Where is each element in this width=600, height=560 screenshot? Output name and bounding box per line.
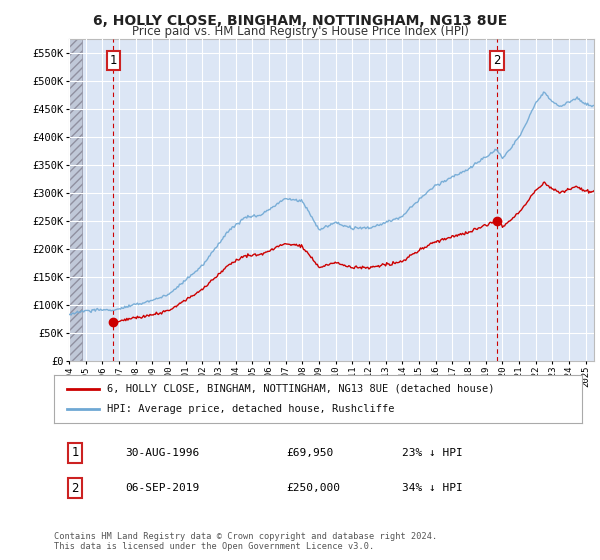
Text: £69,950: £69,950	[286, 448, 334, 458]
Text: 1: 1	[110, 54, 117, 67]
Text: Price paid vs. HM Land Registry's House Price Index (HPI): Price paid vs. HM Land Registry's House …	[131, 25, 469, 38]
Text: £250,000: £250,000	[286, 483, 340, 493]
Text: 6, HOLLY CLOSE, BINGHAM, NOTTINGHAM, NG13 8UE (detached house): 6, HOLLY CLOSE, BINGHAM, NOTTINGHAM, NG1…	[107, 384, 494, 394]
Text: 06-SEP-2019: 06-SEP-2019	[125, 483, 200, 493]
Text: 23% ↓ HPI: 23% ↓ HPI	[403, 448, 463, 458]
Text: 2: 2	[493, 54, 500, 67]
Text: HPI: Average price, detached house, Rushcliffe: HPI: Average price, detached house, Rush…	[107, 404, 394, 414]
Text: 30-AUG-1996: 30-AUG-1996	[125, 448, 200, 458]
Text: 1: 1	[71, 446, 79, 459]
Text: 6, HOLLY CLOSE, BINGHAM, NOTTINGHAM, NG13 8UE: 6, HOLLY CLOSE, BINGHAM, NOTTINGHAM, NG1…	[93, 14, 507, 28]
Text: Contains HM Land Registry data © Crown copyright and database right 2024.
This d: Contains HM Land Registry data © Crown c…	[54, 532, 437, 552]
Text: 34% ↓ HPI: 34% ↓ HPI	[403, 483, 463, 493]
Bar	[69, 39, 82, 361]
Text: 2: 2	[71, 482, 79, 494]
